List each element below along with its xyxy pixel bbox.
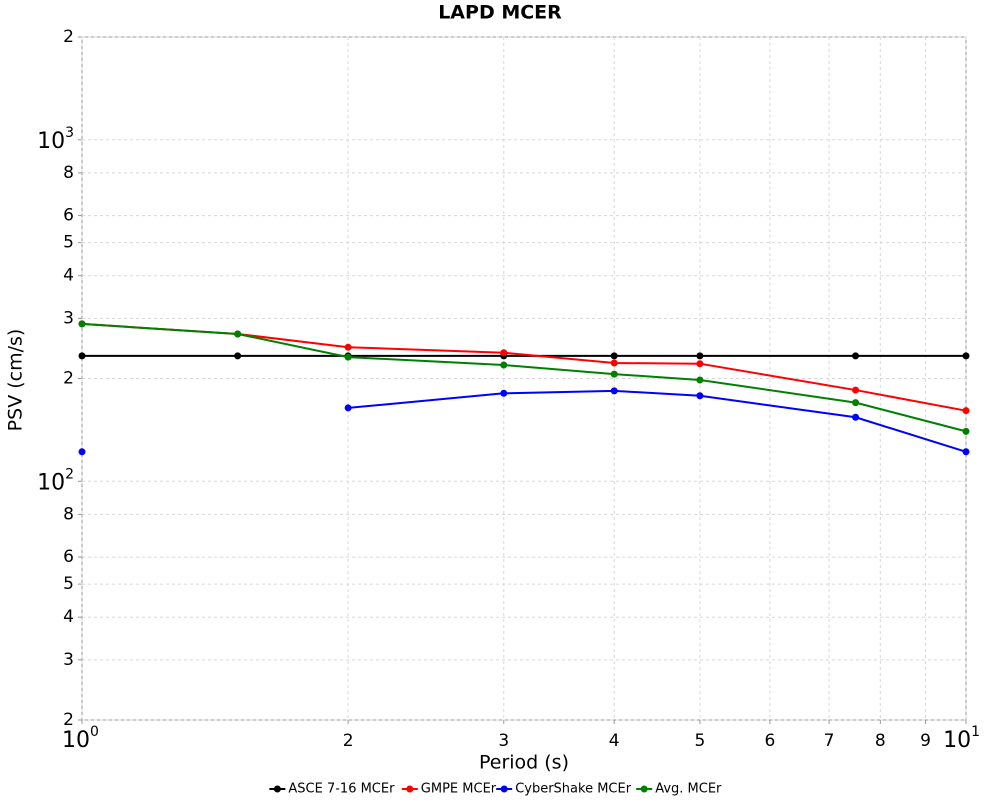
data-point — [852, 386, 860, 394]
tick-label: 6 — [764, 731, 775, 751]
tick-label: 102 — [37, 466, 74, 495]
data-point — [962, 407, 970, 415]
data-point — [696, 360, 704, 368]
tick-label-text: 5 — [63, 574, 74, 594]
tick-label: 7 — [824, 731, 835, 751]
tick-label: 5 — [694, 731, 705, 751]
x-axis-label: Period (s) — [479, 752, 569, 774]
tick-label: 8 — [63, 163, 74, 183]
data-point — [610, 359, 618, 367]
data-point — [78, 320, 86, 328]
tick-label-text: 8 — [63, 163, 74, 183]
data-point — [852, 352, 860, 360]
tick-label: 2 — [63, 369, 74, 389]
tick-label-text: 7 — [824, 731, 835, 751]
tick-label: 4 — [609, 731, 620, 751]
tick-label-text: 3 — [63, 650, 74, 670]
data-point — [500, 349, 508, 357]
tick-label-text: 2 — [63, 369, 74, 389]
tick-label-text: 10 — [37, 470, 65, 495]
tick-label: 101 — [943, 724, 980, 753]
tick-label: 2 — [63, 710, 74, 730]
data-point — [344, 343, 352, 351]
data-point — [610, 352, 618, 360]
tick-label: 3 — [63, 308, 74, 328]
tick-label-text: 10 — [37, 129, 65, 154]
tick-label-text: 8 — [875, 731, 886, 751]
tick-label-text: 6 — [764, 731, 775, 751]
legend-swatch-dot — [640, 785, 648, 793]
tick-label: 5 — [63, 574, 74, 594]
legend-label: CyberShake MCEr — [515, 782, 632, 797]
data-point — [78, 352, 86, 360]
tick-label-exponent: 3 — [65, 125, 74, 141]
data-point — [696, 352, 704, 360]
data-point — [78, 448, 86, 456]
tick-label-text: 9 — [920, 731, 931, 751]
tick-label: 5 — [63, 233, 74, 253]
tick-label: 8 — [63, 504, 74, 524]
tick-label: 8 — [875, 731, 886, 751]
tick-label: 100 — [62, 724, 99, 753]
data-point — [344, 353, 352, 361]
data-point — [234, 330, 242, 338]
tick-label-text: 5 — [63, 233, 74, 253]
data-point — [962, 352, 970, 360]
chart-title: LAPD MCER — [438, 2, 562, 24]
tick-label: 103 — [37, 125, 74, 154]
data-point — [500, 389, 508, 397]
series-line — [81, 322, 967, 412]
legend-label: ASCE 7-16 MCEr — [288, 782, 395, 797]
tick-label-text: 3 — [498, 731, 509, 751]
y-axis-label: PSV (cm/s) — [5, 329, 27, 432]
tick-label-text: 5 — [694, 731, 705, 751]
tick-label: 3 — [63, 650, 74, 670]
tick-label: 6 — [63, 206, 74, 226]
tick-label: 4 — [63, 607, 74, 627]
tick-label-text: 4 — [63, 266, 74, 286]
tick-label-text: 4 — [63, 607, 74, 627]
tick-label-text: 4 — [609, 731, 620, 751]
tick-label-text: 2 — [63, 710, 74, 730]
tick-label: 2 — [63, 27, 74, 47]
data-point — [234, 352, 242, 360]
tick-label-text: 6 — [63, 547, 74, 567]
tick-label-text: 2 — [63, 27, 74, 47]
tick-label-text: 2 — [343, 731, 354, 751]
tick-label-text: 8 — [63, 504, 74, 524]
legend-swatch-dot — [273, 785, 281, 793]
legend-swatch-dot — [500, 785, 508, 793]
series-line — [348, 389, 967, 453]
data-point — [852, 399, 860, 407]
data-point — [696, 376, 704, 384]
data-point — [344, 404, 352, 412]
tick-label-exponent: 2 — [65, 466, 74, 482]
tick-label-text: 10 — [943, 728, 971, 753]
tick-label-text: 6 — [63, 206, 74, 226]
series-line — [81, 322, 967, 433]
data-point — [610, 387, 618, 395]
legend-label: GMPE MCEr — [421, 782, 497, 797]
data-point — [696, 392, 704, 400]
legend-swatch-dot — [406, 785, 414, 793]
data-point — [852, 413, 860, 421]
tick-label-exponent: 0 — [90, 724, 99, 740]
tick-label: 9 — [920, 731, 931, 751]
tick-label: 4 — [63, 266, 74, 286]
legend-label: Avg. MCEr — [655, 782, 722, 797]
tick-label: 2 — [343, 731, 354, 751]
tick-label: 3 — [498, 731, 509, 751]
tick-label-text: 3 — [63, 308, 74, 328]
data-point — [610, 370, 618, 378]
tick-label-exponent: 1 — [971, 724, 980, 740]
data-point — [500, 361, 508, 369]
data-point — [962, 448, 970, 456]
data-point — [962, 427, 970, 435]
tick-label: 6 — [63, 547, 74, 567]
tick-label-text: 10 — [62, 728, 90, 753]
